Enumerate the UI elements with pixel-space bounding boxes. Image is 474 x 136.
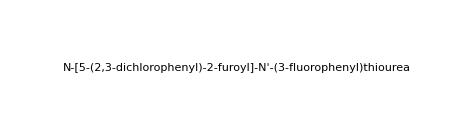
Text: N-[5-(2,3-dichlorophenyl)-2-furoyl]-N'-(3-fluorophenyl)thiourea: N-[5-(2,3-dichlorophenyl)-2-furoyl]-N'-(… xyxy=(63,63,411,73)
